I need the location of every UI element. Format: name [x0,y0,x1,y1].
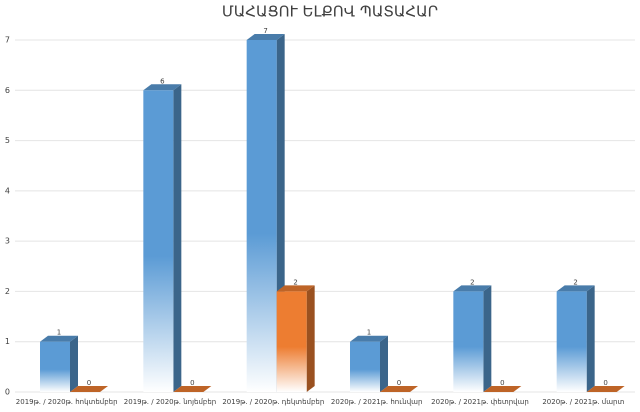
bar-top [246,34,285,40]
bar-front [40,341,70,392]
data-label: 2 [573,278,577,286]
bar-side [70,335,78,392]
bar-front [453,291,484,392]
bar-front [246,40,277,392]
y-tick-label: 1 [5,337,10,346]
bar-top [453,285,492,292]
bar [276,285,315,392]
bar-top [380,386,418,392]
bar [586,386,625,392]
bar-top [70,386,108,392]
data-label: 0 [500,379,504,387]
bar-top [40,335,78,342]
y-tick-label: 4 [5,186,10,195]
bar-top [276,285,315,292]
y-tick-label: 3 [5,237,10,246]
x-tick-label: 2020թ. / 2021թ. փետրվար [431,398,529,406]
data-label: 0 [397,379,401,387]
bar-top [556,285,595,292]
bar [556,285,595,392]
y-tick-label: 0 [5,388,10,397]
bar [173,386,212,392]
bar-side [173,84,182,393]
y-tick-label: 5 [5,136,10,145]
bar-front [556,291,587,392]
bar [70,386,108,392]
bar-front [143,90,174,393]
chart-title: ՄԱՀԱՑՈՒ ԵԼՔՈՎ ՊԱՏԱՀԱՐ [222,3,438,21]
data-label: 0 [603,379,607,387]
bar [350,335,388,392]
data-label: 1 [57,329,61,337]
bar [40,335,78,392]
bar-top [586,386,625,392]
data-label: 0 [87,379,91,387]
bar-top [143,84,182,91]
bar-front [350,341,380,392]
data-label: 0 [190,379,194,387]
y-tick-label: 6 [5,86,10,95]
y-tick-label: 7 [5,36,10,45]
x-tick-label: 2019թ. / 2020թ. հոկտեմբեր [16,398,118,406]
data-label: 1 [367,329,371,337]
x-tick-label: 2020թ. / 2021թ. հունվար [331,398,423,406]
data-label: 2 [293,278,297,286]
bar-top [483,386,522,392]
bar-side [483,285,492,392]
x-tick-label: 2020թ. / 2021թ. մարտ [542,398,624,406]
data-label: 2 [470,278,474,286]
data-label: 6 [160,77,165,85]
bar-top [350,335,388,342]
x-tick-label: 2019թ. / 2020թ. դեկտեմբեր [222,398,324,406]
bar-side [380,335,388,392]
bar-front [276,291,307,392]
y-tick-label: 2 [5,287,10,296]
bar-side [586,285,595,392]
bar-top [173,386,212,392]
bar-side [306,285,315,392]
bar [380,386,418,392]
bar [453,285,492,392]
bar [483,386,522,392]
bar [143,84,182,393]
x-tick-label: 2019թ. / 2020թ. նոյեմբեր [124,398,216,406]
data-label: 7 [263,27,267,35]
